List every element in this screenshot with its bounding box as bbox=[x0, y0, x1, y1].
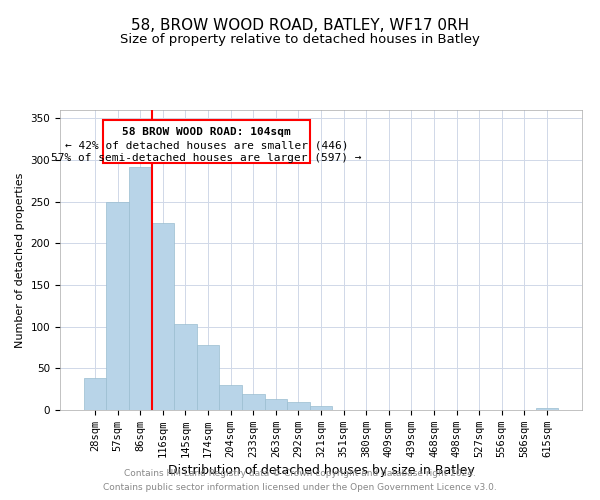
Text: Contains public sector information licensed under the Open Government Licence v3: Contains public sector information licen… bbox=[103, 484, 497, 492]
Bar bbox=[310, 406, 332, 410]
Text: 58, BROW WOOD ROAD, BATLEY, WF17 0RH: 58, BROW WOOD ROAD, BATLEY, WF17 0RH bbox=[131, 18, 469, 32]
Bar bbox=[152, 222, 174, 410]
Bar bbox=[106, 202, 129, 410]
Text: 58 BROW WOOD ROAD: 104sqm: 58 BROW WOOD ROAD: 104sqm bbox=[122, 126, 290, 136]
Y-axis label: Number of detached properties: Number of detached properties bbox=[15, 172, 25, 348]
Text: ← 42% of detached houses are smaller (446): ← 42% of detached houses are smaller (44… bbox=[65, 140, 348, 150]
Bar bbox=[84, 378, 106, 410]
Text: Contains HM Land Registry data © Crown copyright and database right 2024.: Contains HM Land Registry data © Crown c… bbox=[124, 468, 476, 477]
FancyBboxPatch shape bbox=[103, 120, 310, 164]
Bar bbox=[197, 345, 220, 410]
Text: 57% of semi-detached houses are larger (597) →: 57% of semi-detached houses are larger (… bbox=[51, 154, 362, 164]
Bar bbox=[536, 408, 558, 410]
Text: Size of property relative to detached houses in Batley: Size of property relative to detached ho… bbox=[120, 32, 480, 46]
Bar bbox=[220, 385, 242, 410]
Bar bbox=[242, 394, 265, 410]
Bar bbox=[174, 324, 197, 410]
Bar bbox=[287, 402, 310, 410]
Bar bbox=[265, 399, 287, 410]
Bar bbox=[129, 166, 152, 410]
X-axis label: Distribution of detached houses by size in Batley: Distribution of detached houses by size … bbox=[167, 464, 475, 477]
